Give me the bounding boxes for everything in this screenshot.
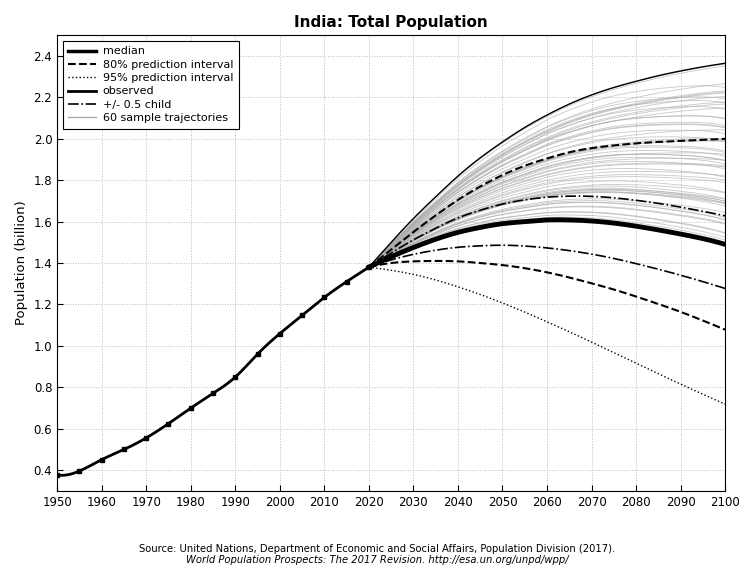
- Text: Source: United Nations, Department of Economic and Social Affairs, Population Di: Source: United Nations, Department of Ec…: [140, 543, 615, 554]
- Title: India: Total Population: India: Total Population: [294, 15, 488, 30]
- Y-axis label: Population (billion): Population (billion): [15, 200, 28, 325]
- Legend: median, 80% prediction interval, 95% prediction interval, observed, +/- 0.5 chil: median, 80% prediction interval, 95% pre…: [63, 41, 239, 128]
- Text: World Population Prospects: The 2017 Revision. http://esa.un.org/unpd/wpp/: World Population Prospects: The 2017 Rev…: [186, 555, 569, 565]
